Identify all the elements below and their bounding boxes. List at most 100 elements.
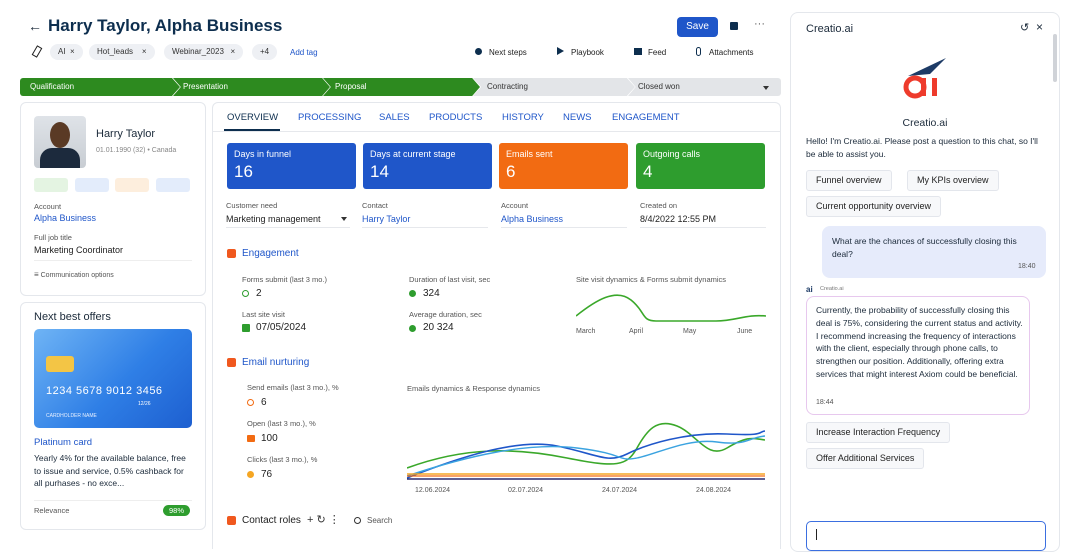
- add-tag[interactable]: Add tag: [290, 48, 318, 57]
- user-bubble: [822, 226, 1046, 278]
- kpi-tile: Outgoing calls 4: [636, 143, 765, 189]
- tag[interactable]: AI ×: [50, 44, 83, 60]
- more-menu[interactable]: ···: [754, 18, 765, 30]
- tab[interactable]: SALES: [379, 112, 410, 123]
- relevance-label: Relevance: [34, 506, 70, 515]
- tab[interactable]: HISTORY: [502, 112, 544, 123]
- tab-underline: [224, 129, 280, 131]
- stage[interactable]: Proposal: [323, 78, 480, 96]
- save-button[interactable]: Save: [677, 17, 718, 37]
- tab[interactable]: ENGAGEMENT: [612, 112, 680, 123]
- field-value[interactable]: Marketing management: [226, 214, 321, 224]
- kpi-label: Outgoing calls: [643, 149, 701, 159]
- timestamp: 18:40: [1018, 263, 1036, 270]
- field-label: Customer need: [226, 201, 278, 210]
- flag-button[interactable]: [156, 178, 190, 192]
- quick-action[interactable]: Funnel overview: [806, 170, 892, 191]
- panel-title: Creatio.ai: [806, 23, 854, 35]
- quick-action[interactable]: My KPIs overview: [907, 170, 999, 191]
- collapse-icon[interactable]: [227, 249, 236, 258]
- metric-value: 76: [261, 469, 273, 480]
- card-expiry: 12/26: [138, 401, 151, 407]
- more-tags[interactable]: +4: [252, 44, 278, 60]
- email-button[interactable]: [115, 178, 149, 192]
- relevance-badge: 98%: [163, 505, 190, 516]
- close-button[interactable]: ×: [1036, 20, 1044, 34]
- communication-options[interactable]: ≡ Communication options: [34, 270, 114, 279]
- bot-bubble: [806, 296, 1030, 415]
- suggestion[interactable]: Offer Additional Services: [806, 448, 925, 469]
- metric-label: Open (last 3 mo.), %: [247, 419, 316, 428]
- metric-label: Send emails (last 3 mo.), %: [247, 383, 339, 392]
- quick-action[interactable]: Current opportunity overview: [806, 196, 942, 217]
- field-label: Full job title: [34, 233, 72, 242]
- email-chart: [407, 422, 765, 480]
- divider: [34, 500, 192, 501]
- timestamp: 18:44: [816, 399, 834, 406]
- tab[interactable]: OVERVIEW: [227, 112, 279, 123]
- tab[interactable]: PRODUCTS: [429, 112, 483, 123]
- account-link[interactable]: Alpha Business: [34, 213, 97, 223]
- metric-label: Duration of last visit, sec: [409, 275, 491, 284]
- action-link[interactable]: Next steps: [489, 48, 527, 57]
- link-text: Communication options: [40, 272, 114, 279]
- divider: [501, 227, 627, 228]
- action-link[interactable]: Feed: [648, 48, 667, 57]
- icon: [242, 324, 250, 332]
- toolbar-icons: + ↻ ⋮: [307, 514, 340, 526]
- divider: [226, 227, 350, 228]
- chart-x-label: 24.07.2024: [602, 487, 638, 494]
- icon: [409, 325, 416, 332]
- site-visit-chart: [576, 294, 766, 322]
- collapse-icon[interactable]: [227, 516, 236, 525]
- divider: [34, 260, 192, 261]
- scrollbar: [1053, 34, 1057, 82]
- metric-value: 6: [261, 397, 267, 408]
- call-button[interactable]: [34, 178, 68, 192]
- contact-details: 01.01.1990 (32) • Canada: [96, 147, 177, 154]
- offer-name[interactable]: Platinum card: [34, 437, 93, 448]
- tab[interactable]: PROCESSING: [298, 112, 362, 123]
- divider: [362, 227, 488, 228]
- tab[interactable]: NEWS: [563, 112, 592, 123]
- metric-label: Forms submit (last 3 mo.): [242, 275, 328, 284]
- section-title: Engagement: [242, 248, 299, 259]
- tag-text: Webinar_2023: [172, 47, 224, 56]
- chat-input[interactable]: [806, 521, 1046, 551]
- stage[interactable]: Contracting: [473, 78, 635, 96]
- chart-x-label: June: [737, 328, 753, 335]
- kpi-value: 14: [370, 162, 389, 181]
- text-cursor: [816, 529, 817, 540]
- user-message: What are the chances of successfully clo…: [832, 236, 1017, 259]
- bot-icon: ai: [806, 285, 813, 294]
- section-title: Email nurturing: [242, 357, 310, 368]
- suggestion[interactable]: Increase Interaction Frequency: [806, 422, 951, 443]
- stage[interactable]: Closed won: [628, 78, 781, 96]
- metric-value: 07/05/2024: [256, 322, 307, 333]
- tag[interactable]: Hot_leads ×: [89, 44, 155, 60]
- message-button[interactable]: [75, 178, 109, 192]
- icon: [247, 471, 254, 478]
- card-holder: CARDHOLDER NAME: [46, 413, 97, 419]
- page-title: Harry Taylor, Alpha Business: [48, 16, 283, 35]
- back-arrow[interactable]: ←: [28, 18, 42, 34]
- metric-label: Last site visit: [242, 310, 285, 319]
- field-value[interactable]: Harry Taylor: [362, 214, 411, 224]
- search-field[interactable]: Search: [367, 516, 393, 525]
- trend-line: [407, 422, 765, 469]
- kpi-tile: Days in funnel 16: [227, 143, 356, 189]
- stage[interactable]: Presentation: [173, 78, 330, 96]
- bot-label: Creatio.ai: [820, 286, 844, 292]
- field-value[interactable]: Alpha Business: [501, 214, 564, 224]
- caret: [341, 217, 347, 221]
- icon: [696, 47, 701, 56]
- stage[interactable]: Qualification: [20, 78, 180, 96]
- kpi-value: 16: [234, 162, 253, 181]
- action-link[interactable]: Attachments: [709, 48, 754, 57]
- action-link[interactable]: Playbook: [571, 48, 604, 57]
- collapse-icon[interactable]: [227, 358, 236, 367]
- tag[interactable]: Webinar_2023 ×: [164, 44, 244, 60]
- refresh-button[interactable]: ↺: [1020, 22, 1030, 34]
- field-label: Created on: [640, 201, 678, 210]
